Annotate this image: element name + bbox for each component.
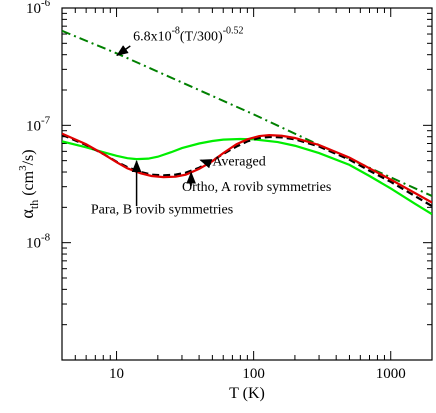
y-tick-label: 10-6 bbox=[26, 0, 51, 17]
x-axis-label: T (K) bbox=[229, 385, 265, 402]
arrow-fit bbox=[116, 45, 131, 57]
y-axis-label: αth (cm3/s) bbox=[17, 149, 41, 218]
x-tick-label: 10 bbox=[109, 366, 124, 382]
arrow-averaged bbox=[199, 159, 213, 169]
annotation-ortho: Ortho, A rovib symmetries bbox=[182, 180, 331, 195]
x-tick-label: 100 bbox=[242, 366, 265, 382]
series-averaged-line bbox=[62, 133, 432, 208]
y-axis-ticks: 10-8 10-7 10-6 bbox=[26, 0, 432, 361]
annotation-fit: 6.8x10-8(T/300)-0.52 bbox=[133, 25, 243, 44]
annotation-para: Para, B rovib symmetries bbox=[91, 202, 233, 217]
y-tick-label: 10-8 bbox=[26, 232, 51, 252]
y-tick-label: 10-7 bbox=[26, 114, 51, 134]
series-ortho-line bbox=[62, 132, 432, 204]
x-tick-label: 1000 bbox=[376, 366, 406, 382]
x-axis-ticks: 10 100 1000 bbox=[61, 8, 433, 382]
annotation-averaged: Averaged bbox=[212, 154, 265, 169]
series-para-line bbox=[62, 137, 432, 216]
